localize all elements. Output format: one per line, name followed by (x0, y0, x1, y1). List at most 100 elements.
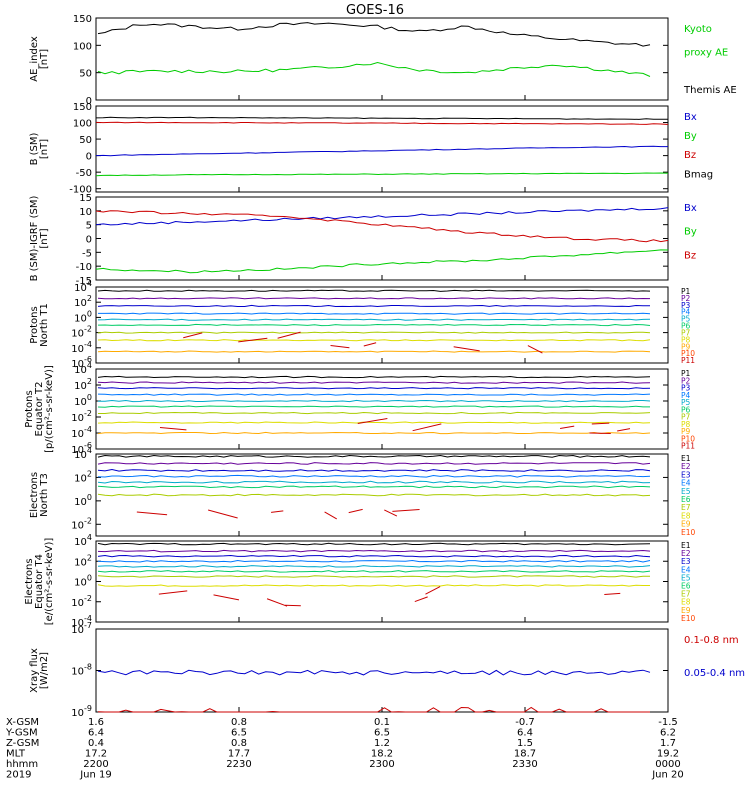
legend-e6: E6 (681, 495, 691, 504)
sparse-segment (559, 425, 575, 429)
x-value: 6.5 (231, 728, 247, 739)
panel-frame (95, 628, 669, 713)
legend-p4: P4 (681, 391, 691, 400)
sparse-segment (357, 418, 388, 424)
x-row-label: Y-GSM (5, 728, 38, 739)
legend-e7: E7 (681, 503, 691, 512)
channel-trace (97, 381, 651, 384)
y-axis-label: Electrons (29, 472, 40, 518)
legend-p9: P9 (681, 342, 691, 351)
sparse-segment (412, 423, 442, 432)
y-tick-label: 104 (74, 533, 92, 548)
legend-p8: P8 (681, 420, 691, 429)
channel-trace (97, 565, 651, 568)
legend-item: Bz (684, 250, 696, 261)
channel-trace (97, 421, 651, 424)
legend-e1: E1 (681, 454, 691, 463)
x-value: 2230 (226, 759, 251, 770)
y-axis-label: [nT] (39, 228, 50, 248)
x-value: 18.2 (371, 749, 393, 760)
y-tick-label: 0 (86, 96, 92, 107)
x-axis-labels: X-GSM 1.6 0.8 0.1 -0.7 -1.5 Y-GSM 6.4 6.5 6.5 6.4 6… (5, 717, 684, 781)
x-value: -1.5 (658, 717, 678, 728)
x-value: 2300 (369, 759, 394, 770)
channel-trace (97, 405, 650, 408)
series-kyoto-proxy-ae (97, 22, 651, 47)
legend-p5: P5 (681, 315, 691, 324)
y-tick-label: 0 (86, 235, 92, 246)
legend-p10: P10 (681, 434, 695, 443)
sparse-segment (330, 345, 350, 349)
legend-p3: P3 (681, 384, 691, 393)
channel-trace (97, 323, 651, 327)
channel-trace (97, 331, 651, 334)
x-row-label: Z-GSM (6, 738, 39, 749)
y-tick-label: 10-4 (71, 340, 92, 355)
y-axis-label: B (SM) (29, 132, 40, 165)
series-bx (95, 145, 668, 157)
y-tick-label: 102 (74, 553, 92, 568)
panel-ae: 0 50 100 150 AE_index [nT] Kyoto proxy AE Themis… (29, 14, 737, 107)
sparse-segment (207, 509, 238, 519)
sparse-segment (183, 332, 203, 339)
y-tick-label: 10-2 (71, 594, 92, 609)
y-tick-label: 0 (86, 152, 92, 163)
x-value: 0.8 (231, 717, 247, 728)
channel-trace (97, 304, 651, 308)
channel-trace (97, 350, 651, 353)
legend-item: Bz (684, 150, 696, 161)
legend-e7: E7 (681, 590, 691, 599)
x-value: 18.7 (514, 749, 536, 760)
y-tick-label: 102 (74, 469, 92, 484)
y-tick-label: -100 (69, 185, 92, 196)
legend-e2: E2 (681, 462, 691, 471)
channel-trace (97, 289, 651, 292)
legend-e6: E6 (681, 582, 691, 591)
sparse-segment (384, 509, 398, 517)
sparse-segment (589, 432, 611, 435)
channel-trace (97, 387, 651, 390)
y-tick-label: 150 (73, 14, 92, 25)
channel-trace (97, 399, 651, 403)
channel-trace (97, 559, 651, 563)
sparse-segment (324, 511, 337, 520)
legend-p7: P7 (681, 413, 691, 422)
sparse-segment (213, 594, 240, 601)
series-by (95, 172, 669, 177)
plot-title: GOES-16 (346, 3, 404, 18)
legend-item: 0.1-0.8 nm (684, 635, 739, 646)
y-axis-label: Xray flux (29, 648, 40, 693)
legend-item: proxy AE (684, 47, 728, 58)
legend-item: By (684, 227, 697, 238)
legend-p2: P2 (681, 376, 691, 385)
sparse-segment (591, 422, 610, 425)
y-axis-label: Electrons (24, 558, 35, 604)
channel-trace (97, 549, 651, 553)
sparse-segment (363, 342, 377, 347)
legend-p6: P6 (681, 322, 691, 331)
legend-p11: P11 (681, 442, 695, 451)
sparse-segment (266, 598, 288, 607)
y-axis-label: AE_index (29, 36, 40, 82)
y-tick-label: 10-2 (71, 409, 92, 424)
legend-e10: E10 (681, 528, 696, 537)
legend-p11: P11 (681, 356, 695, 365)
x-value: 6.4 (88, 728, 104, 739)
channel-trace (98, 411, 651, 415)
channel-trace (97, 297, 651, 300)
series-bmag (95, 116, 668, 120)
legend-p1: P1 (681, 369, 691, 378)
y-axis-label: Protons (29, 306, 40, 343)
y-tick-label: 10-8 (71, 663, 92, 678)
legend-e9: E9 (681, 520, 691, 529)
y-axis-label: [W/m2] (39, 652, 50, 689)
legend-item: Bmag (684, 169, 713, 180)
legend-e3: E3 (681, 557, 691, 566)
panel-frame (95, 17, 669, 101)
x-value: 0.4 (88, 738, 104, 749)
x-row-label: X-GSM (6, 717, 39, 728)
